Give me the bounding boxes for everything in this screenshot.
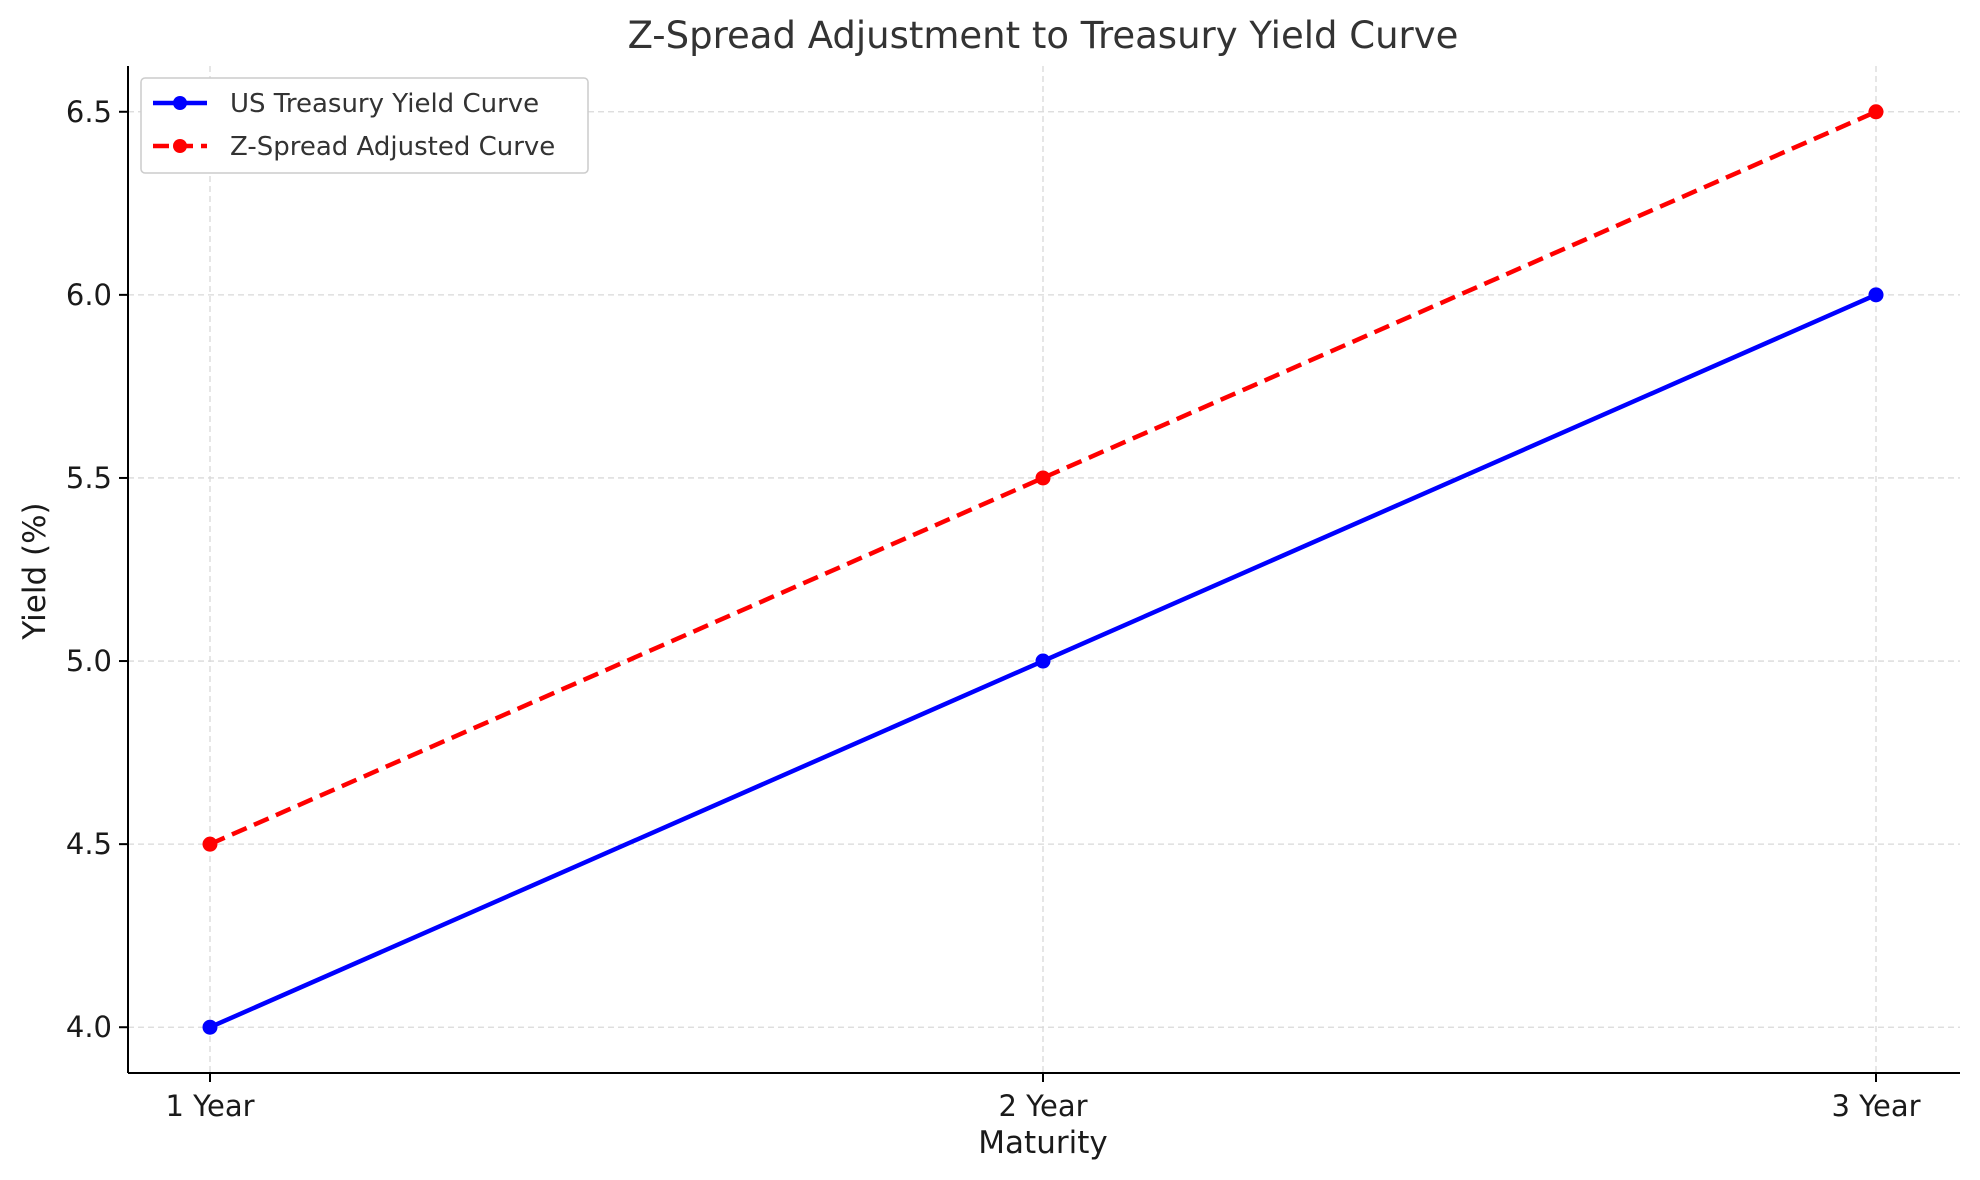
- legend-label-us-treasury: US Treasury Yield Curve: [230, 89, 539, 119]
- y-tick-label: 5.5: [66, 461, 112, 495]
- y-axis-ticks: 4.0 4.5 5.0 5.5 6.0 6.5: [66, 95, 128, 1044]
- series-layer: [202, 104, 1884, 1035]
- legend: US Treasury Yield Curve Z-Spread Adjuste…: [140, 77, 589, 174]
- axes: [127, 66, 1960, 1074]
- x-axis-ticks: 1 Year 2 Year 3 Year: [165, 1073, 1921, 1123]
- chart-title: Z-Spread Adjustment to Treasury Yield Cu…: [628, 14, 1459, 57]
- x-tick-label: 1 Year: [165, 1089, 254, 1123]
- x-tick-label: 3 Year: [1831, 1089, 1920, 1123]
- legend-frame: [140, 77, 589, 174]
- y-tick-label: 5.0: [66, 644, 112, 678]
- x-axis-title: Maturity: [978, 1125, 1107, 1161]
- data-point-us-treasury-yield-curve: [1868, 287, 1884, 303]
- y-tick-label: 6.5: [66, 95, 112, 129]
- data-point-z-spread-adjusted-curve: [1035, 470, 1051, 486]
- legend-marker-z-spread: [173, 139, 187, 153]
- y-tick-label: 4.5: [66, 827, 112, 861]
- x-tick-label: 2 Year: [998, 1089, 1087, 1123]
- series-line-z-spread-adjusted-curve: [209, 109, 1877, 847]
- data-point-us-treasury-yield-curve: [202, 1019, 218, 1035]
- y-axis-title: Yield (%): [17, 502, 53, 640]
- data-point-z-spread-adjusted-curve: [1868, 104, 1884, 120]
- y-tick-label: 6.0: [66, 278, 112, 312]
- grid: [128, 66, 1960, 1073]
- y-tick-label: 4.0: [66, 1010, 112, 1044]
- data-point-us-treasury-yield-curve: [1035, 653, 1051, 669]
- legend-label-z-spread: Z-Spread Adjusted Curve: [230, 132, 555, 162]
- data-point-z-spread-adjusted-curve: [202, 836, 218, 852]
- legend-marker-us-treasury: [173, 96, 187, 110]
